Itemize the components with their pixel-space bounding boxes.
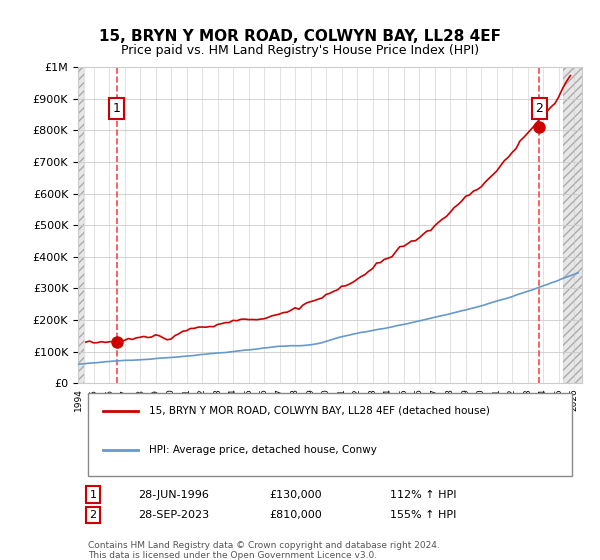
Text: 15, BRYN Y MOR ROAD, COLWYN BAY, LL28 4EF (detached house): 15, BRYN Y MOR ROAD, COLWYN BAY, LL28 4E… — [149, 405, 490, 416]
Bar — [78, 67, 84, 383]
Bar — [563, 67, 582, 383]
Text: 1: 1 — [113, 102, 121, 115]
Text: Contains HM Land Registry data © Crown copyright and database right 2024.
This d: Contains HM Land Registry data © Crown c… — [88, 540, 440, 560]
Text: 28-JUN-1996: 28-JUN-1996 — [139, 489, 209, 500]
Text: £130,000: £130,000 — [269, 489, 322, 500]
Text: 2: 2 — [535, 102, 543, 115]
Text: 28-SEP-2023: 28-SEP-2023 — [139, 510, 209, 520]
Text: 1: 1 — [89, 489, 97, 500]
Text: 155% ↑ HPI: 155% ↑ HPI — [391, 510, 457, 520]
Bar — [78, 67, 84, 383]
Text: 15, BRYN Y MOR ROAD, COLWYN BAY, LL28 4EF: 15, BRYN Y MOR ROAD, COLWYN BAY, LL28 4E… — [99, 29, 501, 44]
Text: 112% ↑ HPI: 112% ↑ HPI — [391, 489, 457, 500]
Text: HPI: Average price, detached house, Conwy: HPI: Average price, detached house, Conw… — [149, 445, 376, 455]
FancyBboxPatch shape — [88, 393, 572, 476]
Text: £810,000: £810,000 — [269, 510, 322, 520]
Bar — [563, 67, 582, 383]
Text: Price paid vs. HM Land Registry's House Price Index (HPI): Price paid vs. HM Land Registry's House … — [121, 44, 479, 57]
Text: 2: 2 — [89, 510, 97, 520]
